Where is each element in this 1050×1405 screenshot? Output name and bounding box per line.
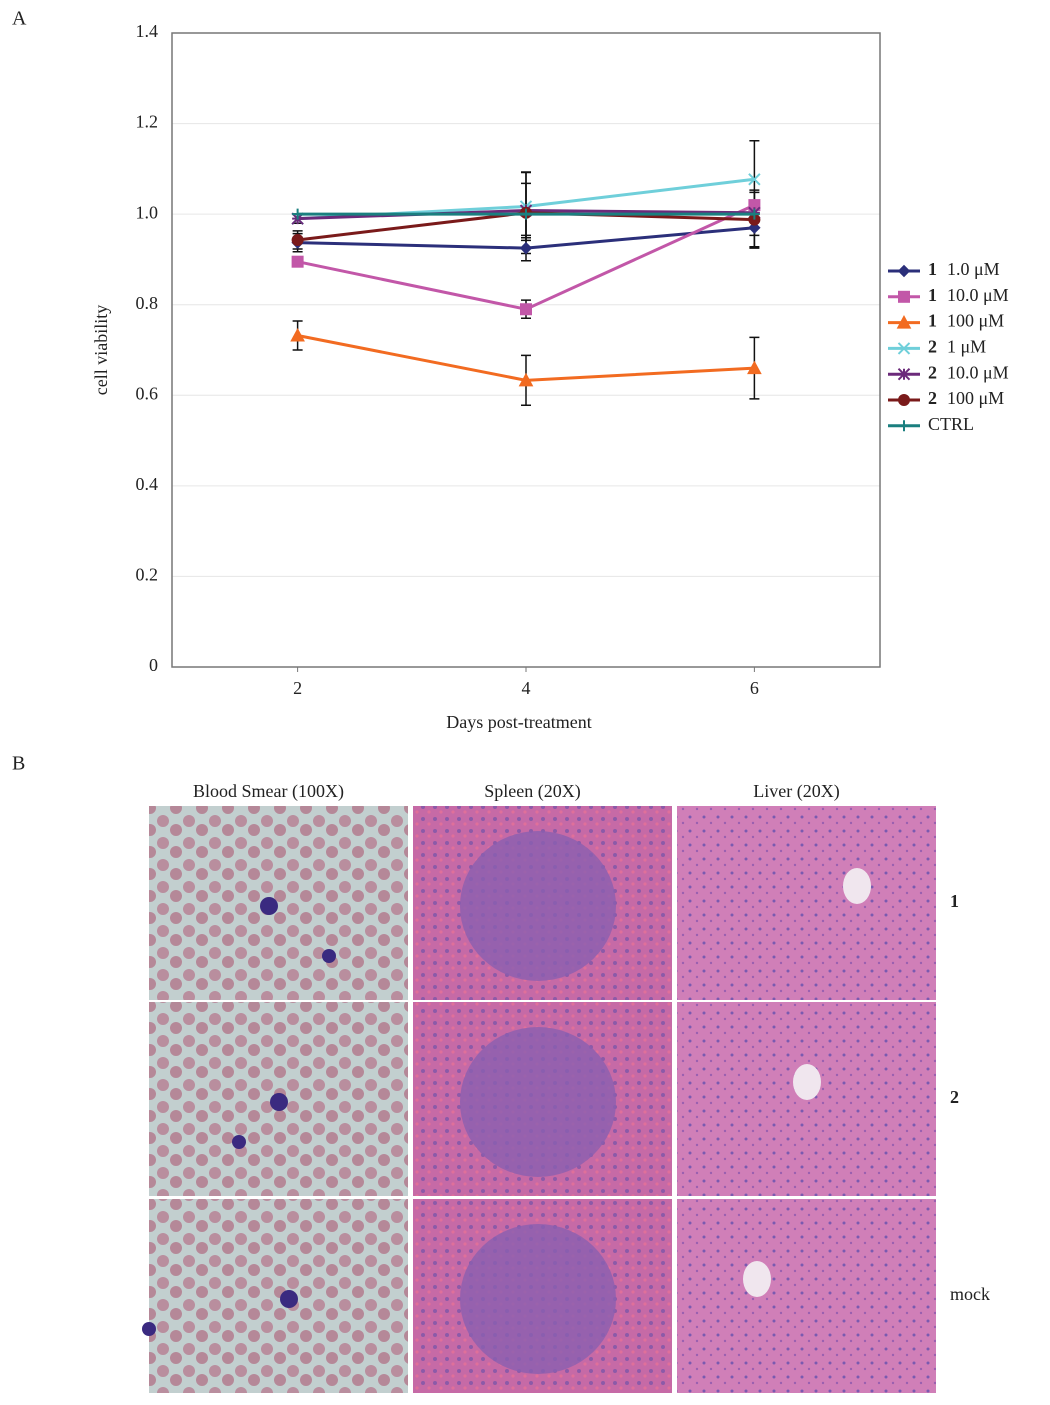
micrograph (149, 806, 408, 1000)
marker (292, 208, 304, 220)
marker (747, 360, 762, 375)
row-label: 1 (950, 891, 959, 911)
marker (896, 315, 912, 329)
legend-label: 10.0 μM (947, 285, 1009, 305)
y-tick-label: 0.8 (136, 293, 159, 313)
marker (290, 327, 305, 342)
marker (748, 221, 761, 234)
plot: 0 0.2 0.4 0.6 0.8 1.0 1.2 1.4 2 4 6 1 1.0 μM 1 10.0 μM… (136, 21, 1009, 698)
legend-label: 100 μM (947, 388, 1004, 408)
image-grid: Blood Smear (100X) Spleen (20X) Liver (20X… (142, 781, 990, 1393)
marker (520, 303, 532, 316)
y-tick-label: 1.0 (136, 202, 159, 222)
stained-cell (142, 1322, 156, 1336)
y-tick-label: 1.4 (136, 21, 159, 41)
y-tick-label: 0.4 (136, 474, 159, 494)
legend-label: 10.0 μM (947, 362, 1009, 382)
y-axis-label: cell viability (91, 305, 111, 395)
panel-label: A (12, 8, 27, 30)
stained-cell (280, 1290, 298, 1308)
marker (291, 233, 304, 246)
y-tick-label: 0.6 (136, 383, 159, 403)
legend-compound: 1 (928, 285, 937, 305)
stained-cell (260, 897, 278, 915)
x-axis-label: Days post-treatment (446, 712, 591, 732)
marker (291, 255, 304, 268)
marker (748, 208, 760, 220)
vessel (843, 868, 871, 904)
follicle (460, 831, 616, 981)
marker (898, 420, 910, 432)
x-tick-label: 2 (293, 678, 302, 698)
marker (897, 342, 911, 355)
legend-compound: 1 (928, 311, 937, 331)
y-tick-label: 0.2 (136, 565, 159, 585)
micrograph (677, 1199, 936, 1393)
legend-label: CTRL (928, 414, 974, 434)
stained-cell (270, 1093, 288, 1111)
legend-label: 1.0 μM (947, 259, 1000, 279)
legend-label: 1 μM (947, 337, 986, 357)
row-label: mock (950, 1284, 990, 1304)
marker (898, 394, 910, 406)
column-header: Spleen (20X) (484, 781, 580, 802)
stained-cell (232, 1135, 246, 1149)
vessel (793, 1064, 821, 1100)
marker (519, 241, 533, 255)
marker (898, 290, 910, 303)
marker (897, 264, 911, 278)
stained-cell (322, 949, 336, 963)
marker (897, 367, 911, 381)
legend-compound: 1 (928, 259, 937, 279)
legend-compound: 2 (928, 388, 937, 408)
marker (518, 372, 534, 387)
y-tick-label: 0 (149, 655, 158, 675)
column-header: Liver (20X) (753, 781, 839, 802)
y-tick-label: 1.2 (136, 112, 159, 132)
marker (520, 208, 532, 220)
follicle (460, 1224, 616, 1374)
legend-compound: 2 (928, 362, 937, 382)
legend-label: 100 μM (947, 311, 1004, 331)
x-tick-label: 4 (522, 678, 531, 698)
micrograph (677, 806, 936, 1000)
column-header: Blood Smear (100X) (193, 781, 344, 802)
plot-frame (171, 32, 881, 668)
x-tick-label: 6 (750, 678, 759, 698)
legend-compound: 2 (928, 337, 937, 357)
panel-label: B (12, 753, 25, 775)
row-label: 2 (950, 1087, 959, 1107)
vessel (743, 1261, 771, 1297)
micrograph (149, 1199, 408, 1393)
marker (748, 173, 761, 186)
follicle (460, 1027, 616, 1177)
